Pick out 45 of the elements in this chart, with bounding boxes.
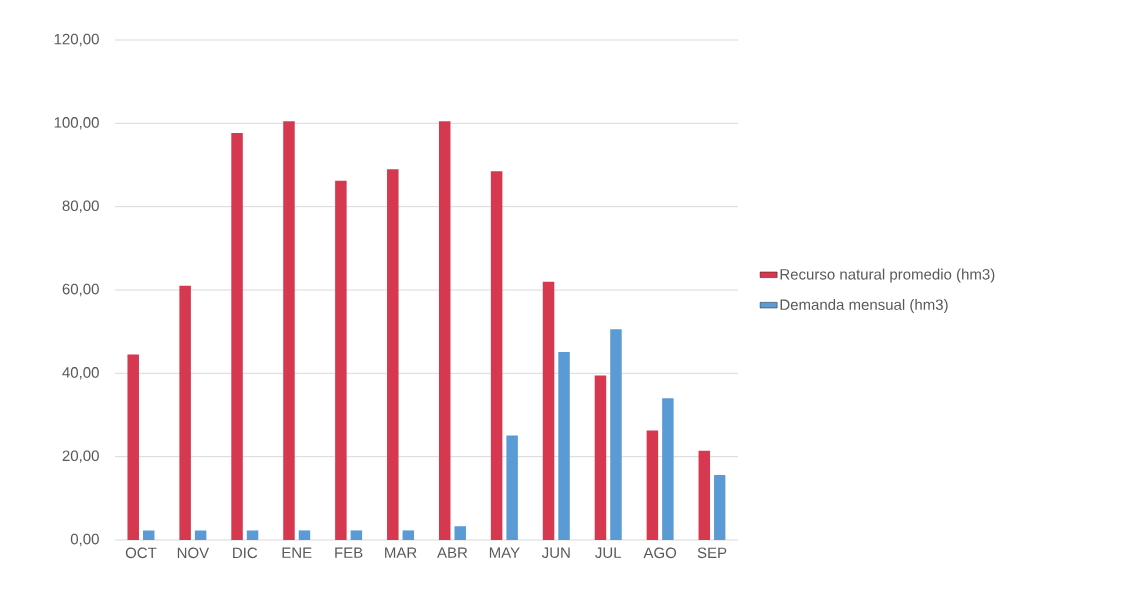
y-tick-label: 40,00 bbox=[62, 367, 99, 380]
bar bbox=[610, 329, 622, 540]
y-tick-label: 20,00 bbox=[62, 450, 99, 463]
bar bbox=[506, 435, 518, 540]
bar bbox=[454, 526, 466, 540]
bar bbox=[490, 171, 503, 540]
x-tick-label: FEB bbox=[335, 547, 363, 558]
x-tick-label: SEP bbox=[697, 547, 727, 559]
bar bbox=[194, 530, 207, 540]
bar bbox=[402, 530, 415, 540]
bar bbox=[127, 354, 139, 540]
y-tick-label: 60,00 bbox=[62, 283, 99, 297]
bar bbox=[558, 352, 570, 540]
bar bbox=[438, 121, 451, 540]
x-tick-label: JUL bbox=[595, 547, 622, 558]
x-tick-label: NOV bbox=[177, 547, 210, 559]
bar bbox=[179, 285, 191, 540]
x-tick-label: MAY bbox=[489, 547, 520, 558]
x-tick-label: ENE bbox=[282, 547, 312, 558]
x-tick-label: OCT bbox=[125, 547, 157, 559]
bar bbox=[231, 132, 243, 540]
bar bbox=[698, 450, 711, 540]
legend-label: Recurso natural promedio (hm3) bbox=[780, 268, 995, 283]
bar bbox=[246, 530, 259, 540]
bar bbox=[142, 530, 155, 540]
bar bbox=[714, 474, 726, 540]
y-tick-label: 120,00 bbox=[54, 33, 99, 47]
x-tick-label: DIC bbox=[233, 547, 258, 559]
bar bbox=[283, 121, 295, 540]
bar bbox=[646, 430, 659, 540]
bar bbox=[542, 281, 555, 540]
x-tick-label: MAR bbox=[385, 547, 417, 558]
bar bbox=[594, 375, 607, 540]
x-tick-label: ABR bbox=[437, 547, 468, 558]
bar bbox=[662, 398, 674, 540]
bar bbox=[298, 530, 311, 540]
y-tick-label: 0,00 bbox=[70, 533, 99, 547]
bar bbox=[350, 530, 363, 540]
y-tick-label: 80,00 bbox=[62, 200, 99, 213]
x-tick-label: AGO bbox=[643, 547, 677, 559]
x-tick-label: JUN bbox=[541, 547, 570, 558]
legend-label: Demanda mensual (hm3) bbox=[780, 298, 948, 313]
bar bbox=[335, 180, 347, 540]
bar bbox=[387, 169, 399, 540]
y-tick-label: 100,00 bbox=[54, 117, 99, 130]
